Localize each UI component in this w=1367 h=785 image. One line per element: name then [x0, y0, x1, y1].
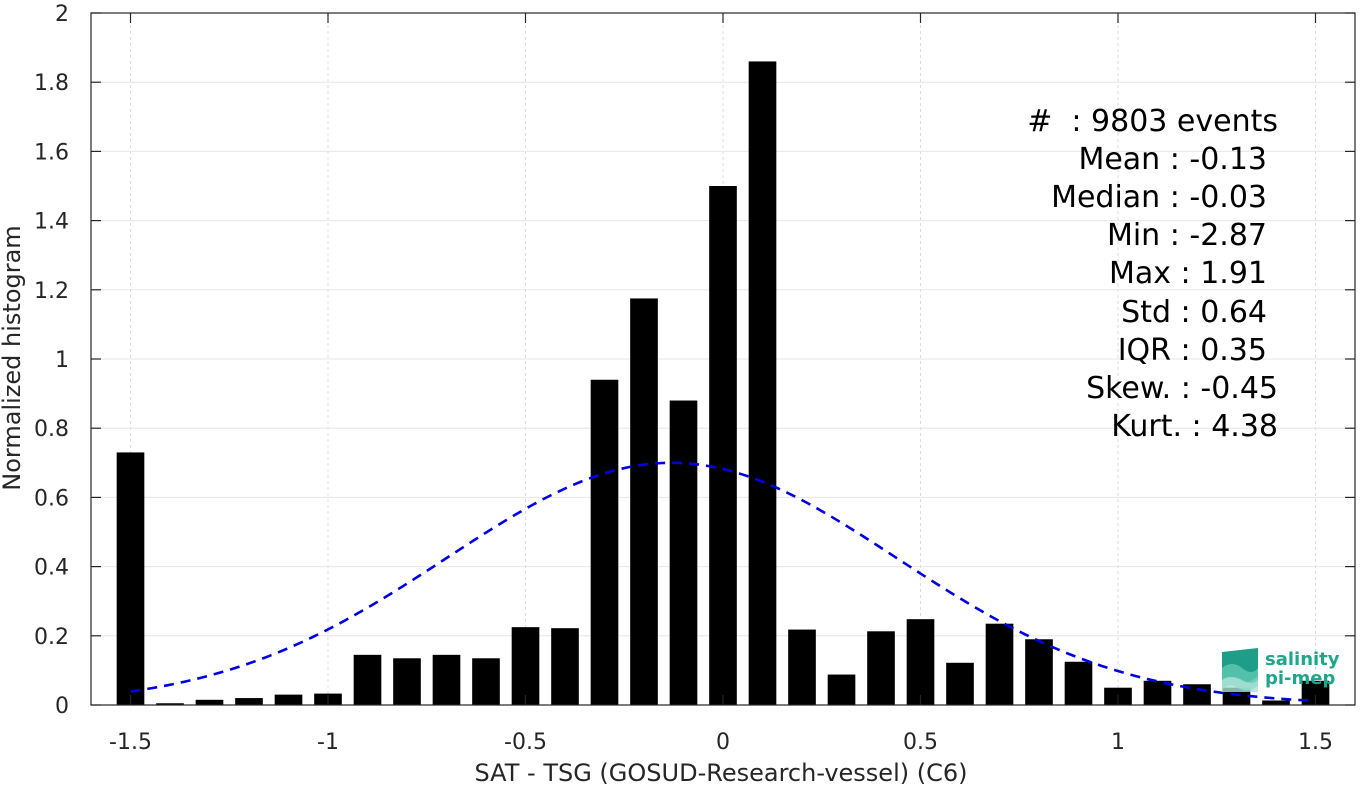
- y-tick-label: 0.6: [34, 486, 69, 511]
- stat-skew: Skew. : -0.45: [1086, 371, 1278, 406]
- stat-mean: Mean : -0.13: [1078, 142, 1267, 177]
- histogram-bar: [432, 654, 461, 705]
- x-tick-label: 1.5: [1298, 730, 1333, 755]
- salinity-pi-mep-logo: salinity pi-mep: [1218, 646, 1348, 694]
- y-tick-label: 1.6: [34, 140, 69, 165]
- x-tick-label: 0: [716, 730, 730, 755]
- x-tick-label: -0.5: [504, 730, 547, 755]
- histogram-bar: [1064, 661, 1093, 705]
- histogram-bar: [669, 400, 698, 705]
- histogram-bar: [353, 654, 382, 705]
- x-tick-labels: -1.5 -1 -0.5 0 0.5 1 1.5: [109, 730, 1333, 755]
- logo-line-1: salinity: [1265, 649, 1340, 670]
- stat-kurt: Kurt. : 4.38: [1111, 409, 1278, 444]
- x-tick-label: 0.5: [903, 730, 938, 755]
- stat-median: Median : -0.03: [1051, 180, 1267, 215]
- histogram-bar: [116, 452, 145, 705]
- histogram-bar: [906, 619, 935, 705]
- gaussian-fit-curve: [130, 461, 1316, 703]
- stat-iqr: IQR : 0.35: [1117, 333, 1267, 368]
- y-tick-label: 1.2: [34, 279, 69, 304]
- histogram-bar: [235, 698, 263, 705]
- histogram-bar: [1222, 687, 1251, 705]
- histogram-bar: [709, 186, 737, 705]
- histogram-bar: [867, 631, 895, 705]
- stat-min: Min : -2.87: [1106, 218, 1267, 253]
- histogram-bar: [748, 61, 777, 705]
- histogram-bar: [1025, 639, 1053, 705]
- histogram-bar: [551, 628, 579, 705]
- histogram-bar: [156, 703, 184, 705]
- y-tick-label: 0.8: [34, 417, 69, 442]
- y-tick-label: 0: [55, 694, 69, 719]
- x-tick-label: -1.5: [109, 730, 152, 755]
- bars: [116, 61, 1330, 705]
- stat-events: # : 9803 events: [1027, 104, 1278, 139]
- y-tick-label: 1.8: [34, 71, 69, 96]
- y-tick-label: 1: [55, 348, 69, 373]
- histogram-bar: [1262, 700, 1290, 705]
- x-axis-label: SAT - TSG (GOSUD-Research-vessel) (C6): [475, 759, 968, 785]
- stat-max: Max : 1.91: [1109, 256, 1267, 291]
- stat-std: Std : 0.64: [1121, 295, 1267, 330]
- histogram-bar: [788, 629, 816, 705]
- histogram-bar: [630, 298, 658, 705]
- histogram-bar: [274, 694, 303, 705]
- y-tick-label: 1.4: [34, 210, 69, 235]
- logo-wave-icon: [1222, 648, 1258, 692]
- histogram-bar: [511, 627, 540, 705]
- histogram-bar: [472, 658, 500, 705]
- x-tick-label: -1: [317, 730, 339, 755]
- logo-line-2: pi-mep: [1265, 668, 1336, 689]
- y-axis-label: Normalized histogram: [0, 225, 26, 490]
- histogram-bar: [985, 623, 1014, 705]
- y-tick-label: 0.4: [34, 556, 69, 581]
- y-tick-labels: 0 0.2 0.4 0.6 0.8 1 1.2 1.4 1.6 1.8 2: [34, 2, 69, 719]
- y-tick-label: 0.2: [34, 625, 69, 650]
- y-tick-label: 2: [55, 2, 69, 27]
- histogram-bar: [946, 662, 974, 705]
- ticks: [91, 12, 1355, 706]
- histogram-bar: [393, 658, 421, 705]
- histogram-bar: [195, 699, 224, 705]
- x-tick-label: 1: [1111, 730, 1125, 755]
- histogram-bar: [590, 379, 619, 705]
- histogram-bar: [1143, 680, 1172, 705]
- histogram-bar: [827, 674, 856, 705]
